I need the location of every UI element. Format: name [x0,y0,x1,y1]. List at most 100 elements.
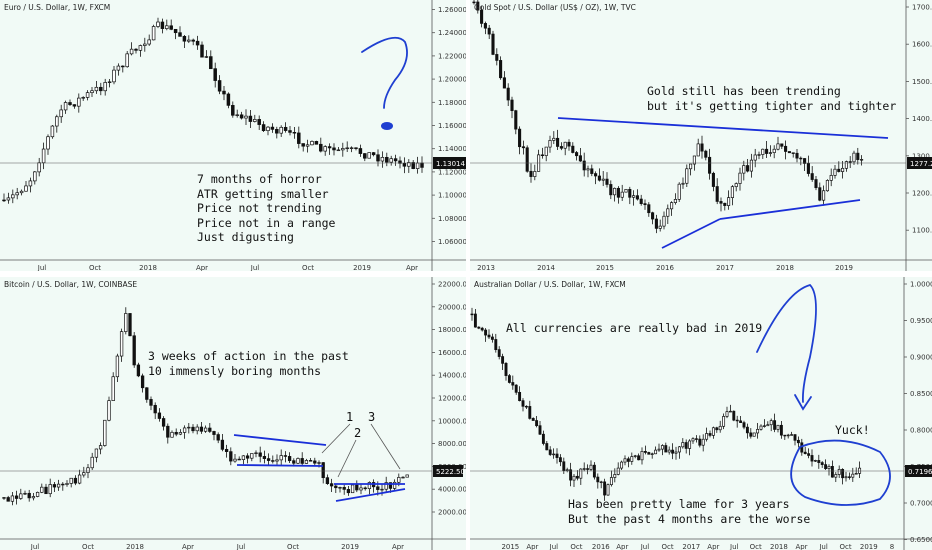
y-tick-label: 1200.00 [912,190,932,198]
x-tick-label: Jul [236,543,246,550]
last-price-tag: 0.71969 [470,465,932,477]
candle-body [657,448,661,451]
candle-body [521,400,525,407]
candle-body [319,143,323,152]
candle-body [803,451,807,454]
candle-body [484,329,488,336]
candle-body [27,492,31,499]
candle-body [292,132,297,134]
x-tick-label: 2013 [477,264,495,271]
x-tick-label: 2014 [537,264,555,271]
candle-body [15,192,19,196]
candle-body [55,116,59,127]
candle-body [796,439,800,444]
candle-body [23,492,27,495]
last-price-label: 0.71969 [908,468,932,476]
candle-body [216,434,220,441]
x-axis: Jul Oct 2018 Apr Jul Oct 2019 Apr [0,538,466,550]
gold-chart-panel[interactable]: 1700.00 1600.00 1500.00 1400.00 1300.00 1200.… [470,0,932,271]
btcusd-chart[interactable]: 22000.0020000.0018000.0016000.0014000.00… [0,277,466,550]
candle-body [844,476,848,479]
candle-body [258,452,262,457]
candle-body [514,110,518,130]
candle-body [296,458,300,464]
candle-body [696,143,700,157]
candle-body [795,152,799,159]
candle-body [480,9,484,24]
candle-body [851,473,855,478]
candle-body [472,1,476,4]
candle-body [94,86,99,92]
candle-body [241,455,246,460]
wave-connector [370,423,401,470]
gold-chart[interactable]: 1700.00 1600.00 1500.00 1400.00 1300.00 1200.… [470,0,932,271]
candle-body [213,68,217,81]
candle-body [313,460,317,464]
candle-body [567,141,571,147]
candle-body [72,104,77,107]
candle-body [160,21,165,29]
candle-body [103,419,107,446]
candle-body [749,432,753,437]
candle-body [824,464,828,469]
candle-body [597,175,601,181]
candle-body [279,455,283,461]
candle-body [28,180,33,187]
candle-body [473,313,477,328]
candle-body [380,156,385,162]
y-tick-label: 1.08000 [438,215,466,223]
candle-body [261,124,266,132]
candle-body [768,152,772,154]
candle-body [68,102,72,105]
last-price-tag: 1277.22 [470,157,932,169]
audusd-chart[interactable]: 1.000000.950000.900000.850000.800000.750… [470,277,932,550]
candle-body [420,162,424,168]
candle-body [195,426,199,432]
candle-body [582,160,586,171]
candle-body [586,468,590,470]
candle-body [829,175,833,181]
x-tick-label: Oct [750,543,762,550]
candle-body [220,439,225,450]
candle-body [199,426,204,432]
candle-body [639,198,643,204]
candle-body [575,475,579,479]
audusd-chart-panel[interactable]: 1.000000.950000.900000.850000.800000.750… [470,277,932,550]
candle-body [790,434,794,436]
candle-body [822,190,826,201]
triangle-upper-line [557,117,889,139]
candle-body [292,460,296,464]
candle-body [147,39,151,45]
candle-body [349,147,354,149]
candle-body [749,159,753,172]
y-tick-label: 1.22000 [438,52,466,60]
candle-body [217,80,222,92]
candle-body [226,93,231,106]
x-axis: 2013 2014 2015 2016 2017 2018 2019 [470,259,932,271]
chart-title: Euro / U.S. Dollar, 1W, FXCM [4,3,111,12]
btcusd-chart-panel[interactable]: 22000.0020000.0018000.0016000.0014000.00… [0,277,466,550]
x-tick-label: 2017 [682,543,700,550]
candle-body [65,483,69,485]
candle-body [111,376,115,401]
last-price-label: 5222.50 [436,468,465,476]
candle-body [266,458,271,461]
candle-body [124,313,128,332]
last-price-tag: 1.13014 [0,157,466,169]
candle-body [658,225,662,229]
eurusd-chart[interactable]: 1.26000 1.24000 1.22000 1.20000 1.18000 1.160… [0,0,466,271]
wedge-upper [233,434,327,446]
candle-body [562,461,566,471]
candle-body [666,208,670,217]
candle-body [624,188,628,193]
candle-body [670,202,674,210]
candle-body [734,183,738,188]
candle-body [511,382,515,386]
candle-body [742,165,746,174]
x-tick-label: Apr [406,264,418,271]
eurusd-chart-panel[interactable]: 1.26000 1.24000 1.22000 1.20000 1.18000 1.160… [0,0,466,271]
candle-body [407,162,411,167]
candle-body [275,459,279,462]
candle-body [401,476,405,479]
annotation-text: 7 months of horror ATR getting smaller P… [197,172,336,244]
